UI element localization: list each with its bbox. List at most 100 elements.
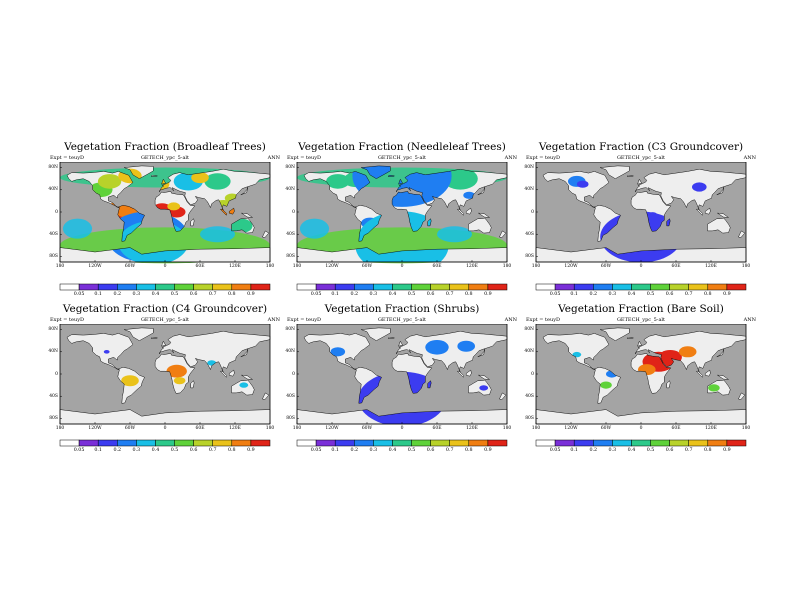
coastline — [391, 353, 433, 394]
coastline — [262, 392, 270, 400]
colorbar-box — [315, 283, 336, 291]
panel-title: Vegetation Fraction (Shrubs) — [324, 303, 480, 315]
map-frame: 80N 40N 0 40S 80S 180 120W 60W 0 60E 120E 180 — [48, 162, 280, 302]
lon-label: 180 — [502, 426, 512, 431]
season-label: ANN — [504, 317, 517, 323]
coastline — [427, 218, 432, 227]
run-label: GETECH_ypc_5-alt — [140, 317, 190, 323]
coastline — [738, 230, 746, 238]
field-patch — [479, 385, 489, 391]
colorbar-box — [669, 439, 689, 447]
colorbar-label: 0.5 — [170, 448, 179, 453]
panel-title: Vegetation Fraction (C3 Groundcover) — [538, 141, 744, 153]
lon-label: 60E — [432, 264, 442, 269]
coastline — [542, 333, 610, 370]
experiment-label: Expt = teuyD — [50, 317, 85, 323]
coastline — [666, 380, 671, 389]
colorbar-label: 0.7 — [208, 448, 217, 453]
colorbar-box — [535, 283, 556, 291]
coastline — [354, 367, 382, 404]
coastline — [427, 380, 432, 389]
lon-label: 0 — [163, 264, 167, 269]
colorbar-label: 0.6 — [426, 448, 435, 453]
lat-label: 0 — [55, 209, 58, 215]
season-label: ANN — [504, 155, 517, 161]
coastline — [630, 191, 672, 232]
colorbar-box — [97, 283, 118, 291]
experiment-label: Expt = teuyD — [526, 155, 561, 161]
colorbar-box — [631, 283, 651, 291]
coastline — [158, 330, 271, 373]
coastline — [228, 207, 235, 215]
coastline — [161, 340, 166, 347]
field-patch — [204, 173, 231, 190]
colorbar-label: 0.7 — [684, 292, 693, 297]
coastline — [117, 205, 145, 242]
lon-label: 120E — [705, 426, 717, 431]
experiment-label: Expt = teuyD — [287, 317, 322, 323]
lon-label: 60W — [361, 264, 373, 269]
field-patch — [576, 180, 589, 188]
coastline — [456, 208, 465, 216]
run-label: GETECH_ypc_5-alt — [377, 155, 427, 161]
lat-label: 40S — [286, 393, 295, 399]
colorbar-label: 0.2 — [113, 292, 122, 297]
colorbar-label: 0.5 — [170, 292, 179, 297]
lon-label: 60W — [361, 426, 373, 431]
colorbar-box — [411, 283, 431, 291]
coastline — [190, 218, 195, 227]
ocean-field-patch — [299, 218, 330, 239]
field-patch — [425, 340, 449, 355]
colorbar: 0.05 0.1 0.2 0.3 0.4 0.5 0.6 0.7 0.8 0.9 — [287, 283, 517, 303]
coastline — [303, 171, 371, 208]
colorbar-label: 0.4 — [388, 292, 397, 297]
colorbar-label: 0.5 — [407, 448, 416, 453]
coastline — [150, 175, 158, 177]
season-label: ANN — [267, 155, 280, 161]
lon-label: 120W — [564, 426, 578, 431]
map-plot — [59, 324, 271, 425]
field-patch — [457, 340, 475, 352]
lon-label: 0 — [639, 426, 643, 431]
coastline — [637, 178, 642, 185]
lon-label: 120E — [229, 426, 241, 431]
coastline — [361, 327, 391, 341]
lon-label: 60E — [671, 426, 681, 431]
colorbar-label: 0.6 — [665, 292, 674, 297]
colorbar: 0.05 0.1 0.2 0.3 0.4 0.5 0.6 0.7 0.8 0.9 — [50, 283, 280, 303]
lon-label: 120E — [466, 264, 478, 269]
colorbar-label: 0.1 — [94, 292, 102, 297]
coastline — [219, 370, 228, 378]
colorbar-label: 0.9 — [723, 292, 731, 297]
panel-c4-groundcover: Vegetation Fraction (C4 Groundcover) Exp… — [48, 303, 280, 468]
colorbar-label: 0.8 — [227, 448, 236, 453]
colorbar-box — [231, 283, 252, 291]
lat-label: 40S — [525, 231, 534, 237]
lat-label: 40N — [285, 349, 295, 355]
map-plot — [535, 162, 747, 263]
colorbar-box — [212, 283, 233, 291]
map-frame: 80N 40N 0 40S 80S 180 120W 60W 0 60E 120E 180 — [524, 324, 756, 464]
field-patch — [678, 346, 697, 358]
colorbar-label: 0.9 — [247, 292, 255, 297]
lat-label: 40N — [285, 187, 295, 193]
coastline — [478, 374, 491, 380]
colorbar-box — [250, 439, 271, 447]
field-patch — [191, 172, 209, 184]
coastline — [637, 340, 642, 347]
coastline — [241, 374, 254, 380]
colorbar-label: 0.9 — [484, 292, 492, 297]
lon-label: 0 — [400, 426, 404, 431]
coastline — [117, 367, 145, 404]
field-patch — [692, 182, 707, 192]
experiment-label: Expt = teuyD — [287, 155, 322, 161]
panel-shrubs: Vegetation Fraction (Shrubs) Expt = teuy… — [285, 303, 517, 468]
colorbar: 0.05 0.1 0.2 0.3 0.4 0.5 0.6 0.7 0.8 0.9 — [287, 439, 517, 459]
lat-label: 80N — [285, 165, 295, 171]
coastline — [190, 380, 195, 389]
colorbar-label: 0.6 — [189, 448, 198, 453]
colorbar-box — [612, 283, 632, 291]
coastline — [478, 212, 491, 218]
colorbar-box — [174, 439, 194, 447]
coastline — [387, 337, 395, 339]
